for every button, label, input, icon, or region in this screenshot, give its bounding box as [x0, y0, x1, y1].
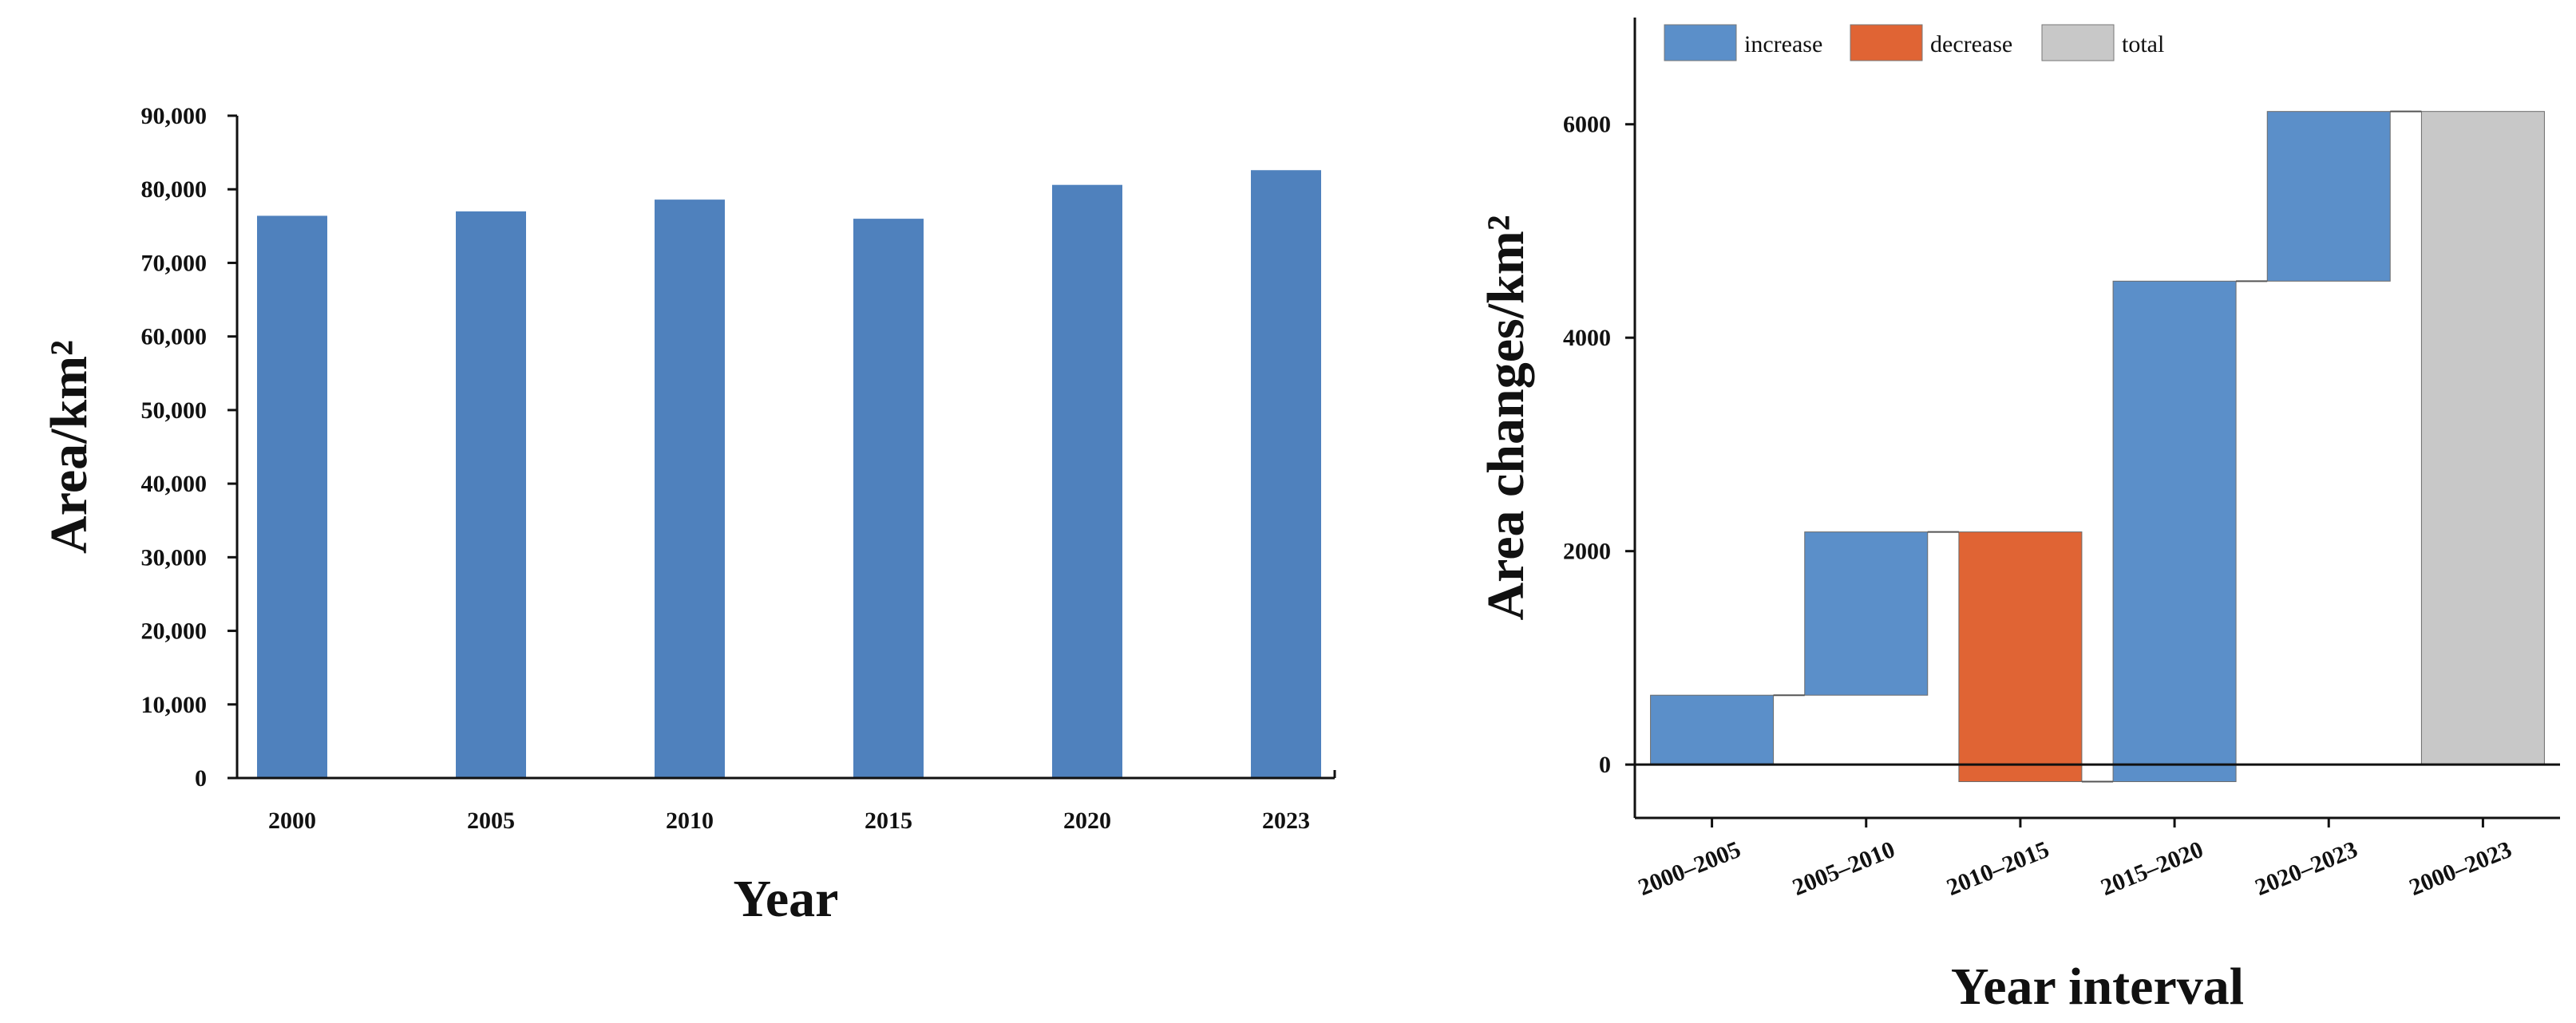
c2-connectors [1773, 110, 2422, 783]
increase-bar-2020-2023 [2266, 111, 2391, 282]
c1-y-tick-label: 40,000 [141, 471, 208, 497]
c2-x-tick-label: 2015–2020 [2097, 836, 2207, 901]
legend-swatch-decrease [1850, 24, 1923, 61]
c2-y-ticks: 0 2000 4000 6000 [1563, 112, 1635, 778]
c1-x-axis-title: Year [734, 870, 839, 928]
c2-legend: increase decrease total [1664, 24, 2164, 61]
c1-x-tick-label: 2000 [268, 808, 316, 834]
bar-2015 [853, 219, 924, 779]
legend-label-decrease: decrease [1930, 31, 2012, 57]
c1-x-tick-label: 2005 [467, 808, 515, 834]
c2-y-tick-label: 0 [1599, 752, 1611, 778]
c1-x-tick-label: 2023 [1262, 808, 1310, 834]
c1-y-tick-label: 90,000 [141, 103, 208, 129]
year-area-bar-chart: 0 10,000 20,000 30,000 40,000 50,000 60,000 70,… [40, 103, 1336, 928]
c1-y-tick-label: 60,000 [141, 324, 208, 350]
c2-y-axis-title: Area changes/km² [1477, 215, 1535, 620]
c1-y-tick-label: 70,000 [141, 250, 208, 276]
legend-item-decrease: decrease [1850, 24, 2012, 61]
c1-y-tick-label: 50,000 [141, 397, 208, 424]
bar-2023 [1251, 170, 1321, 778]
decrease-bar-2010-2015 [1958, 531, 2083, 783]
increase-bar-2000-2005 [1650, 694, 1775, 765]
c1-y-tick-label: 80,000 [141, 176, 208, 203]
total-bar-2000-2023 [2420, 111, 2545, 765]
c1-y-tick-label: 30,000 [141, 544, 208, 571]
c1-x-tick-label: 2015 [865, 808, 912, 834]
c2-y-tick-label: 2000 [1563, 539, 1611, 565]
c1-x-tick-label: 2020 [1063, 808, 1111, 834]
bar-2020 [1052, 184, 1122, 778]
c1-bars [257, 170, 1321, 779]
bar-2010 [655, 199, 725, 779]
legend-item-increase: increase [1664, 24, 1822, 61]
c1-y-tick-label: 0 [195, 765, 207, 792]
increase-bar-2015-2020 [2112, 280, 2237, 783]
c2-x-tick-label: 2020–2023 [2251, 836, 2361, 901]
bar-2005 [456, 211, 526, 778]
legend-swatch-increase [1664, 24, 1737, 61]
c1-x-tick-label: 2010 [666, 808, 714, 834]
c2-x-axis-title: Year interval [1951, 958, 2244, 1016]
c2-x-tick-label: 2000–2023 [2406, 836, 2516, 901]
c2-y-tick-label: 4000 [1563, 325, 1611, 351]
legend-label-total: total [2122, 31, 2164, 57]
c2-x-tick-label: 2000–2005 [1635, 836, 1745, 901]
c2-y-tick-label: 6000 [1563, 112, 1611, 138]
c2-bars [1650, 111, 2545, 783]
increase-bar-2005-2010 [1804, 531, 1929, 696]
legend-label-increase: increase [1744, 31, 1822, 57]
c2-x-ticks: 2000–2005 2005–2010 2010–2015 2015–2020 2020… [1635, 818, 2515, 901]
c1-y-axis-title: Area/km² [40, 340, 98, 554]
c1-y-tick-label: 20,000 [141, 618, 208, 645]
c2-x-tick-label: 2010–2015 [1943, 836, 2053, 901]
c2-x-tick-label: 2005–2010 [1789, 836, 1899, 901]
legend-swatch-total [2041, 24, 2115, 61]
bar-2000 [257, 215, 327, 778]
c1-y-tick-label: 10,000 [141, 692, 208, 718]
area-change-waterfall-chart: 0 2000 4000 6000 2000–2005 2005–2010 2010–201… [1477, 18, 2560, 1016]
legend-item-total: total [2041, 24, 2164, 61]
c1-x-ticks: 2000 2005 2010 2015 2020 2023 [268, 808, 1310, 834]
c1-y-ticks: 0 10,000 20,000 30,000 40,000 50,000 60,000 70,… [141, 103, 237, 792]
